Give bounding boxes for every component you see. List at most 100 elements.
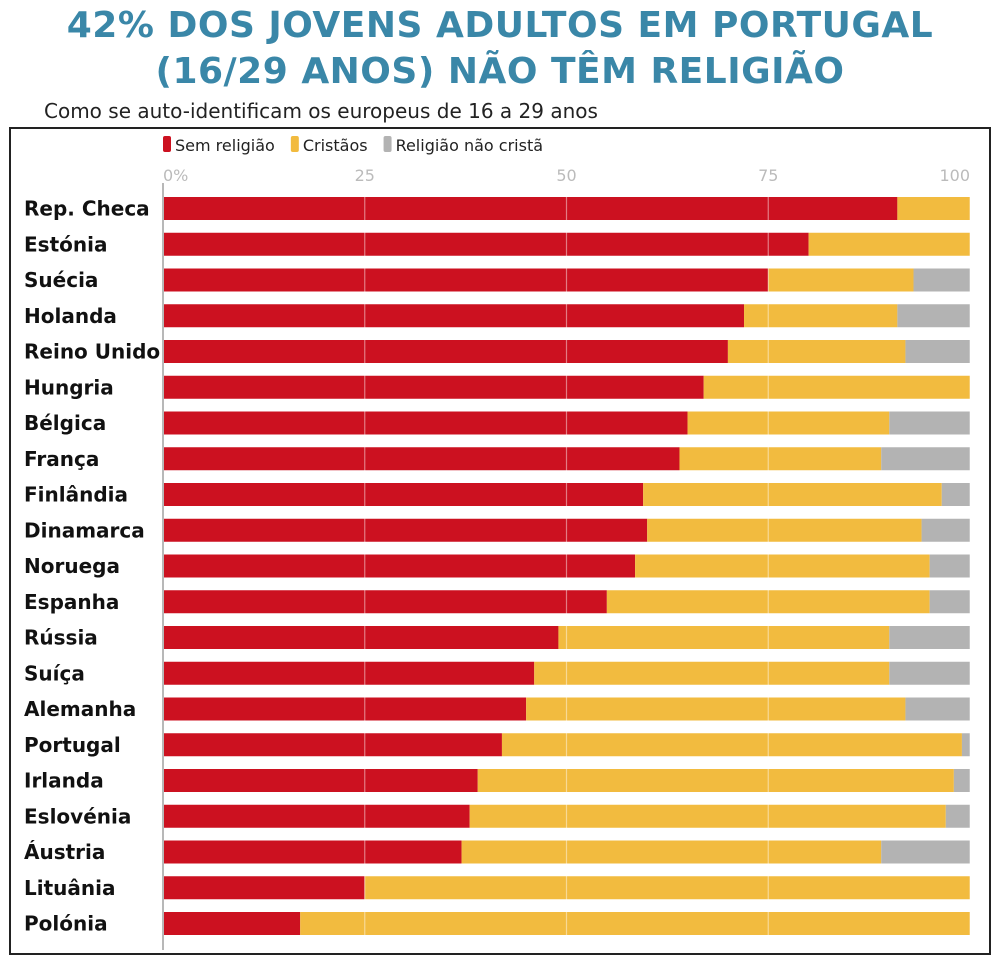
- bar-sem-religiao-9: [163, 518, 648, 542]
- bar-sem-religiao-0: [163, 197, 898, 220]
- x-tick-label: 50: [556, 166, 576, 185]
- category-label: Portugal: [24, 733, 121, 757]
- bar-sem-religiao-8: [163, 483, 644, 506]
- bar-cristaos-9: [647, 518, 922, 542]
- category-label: Áustria: [24, 840, 105, 864]
- bar-sem-religiao-10: [163, 554, 636, 578]
- category-label: Suécia: [24, 268, 98, 292]
- bar-cristaos-17: [469, 804, 946, 828]
- bar-sem-religiao-19: [163, 876, 365, 900]
- category-label: Polónia: [24, 912, 108, 936]
- bar-religiao-nao-crista-18: [881, 840, 970, 864]
- chart-subtitle: Como se auto-identificam os europeus de …: [44, 99, 598, 123]
- bar-religiao-nao-crista-3: [897, 304, 970, 328]
- bar-cristaos-18: [461, 840, 882, 864]
- legend-swatch-2: [383, 136, 392, 152]
- bar-sem-religiao-7: [163, 447, 680, 471]
- chart-title-line1: 42% DOS JOVENS ADULTOS EM PORTUGAL: [66, 5, 934, 46]
- bar-sem-religiao-6: [163, 411, 688, 435]
- legend-label: Sem religião: [175, 136, 275, 155]
- bar-sem-religiao-17: [163, 804, 470, 828]
- bar-cristaos-3: [744, 304, 898, 328]
- bar-religiao-nao-crista-14: [905, 697, 970, 721]
- x-tick-label: 75: [758, 166, 778, 185]
- bar-sem-religiao-3: [163, 304, 745, 328]
- category-label: Rep. Checa: [24, 197, 150, 221]
- category-label: Rússia: [24, 626, 98, 650]
- bar-religiao-nao-crista-15: [961, 733, 970, 757]
- x-axis-ticks: 0% 25 50 75 100: [163, 166, 970, 185]
- bar-sem-religiao-15: [163, 733, 502, 757]
- bar-religiao-nao-crista-10: [929, 554, 970, 578]
- bars: [163, 197, 970, 935]
- bar-religiao-nao-crista-11: [929, 590, 970, 614]
- bar-cristaos-1: [808, 232, 970, 256]
- bar-cristaos-16: [477, 769, 954, 792]
- bar-sem-religiao-13: [163, 661, 535, 685]
- category-label: Dinamarca: [24, 518, 145, 542]
- chart-frame: [9, 127, 991, 955]
- category-label: Noruega: [24, 554, 120, 578]
- bar-cristaos-11: [606, 590, 930, 614]
- bar-cristaos-4: [727, 340, 906, 363]
- bar-religiao-nao-crista-4: [905, 340, 970, 363]
- legend-label: Religião não cristã: [396, 136, 543, 155]
- bar-sem-religiao-18: [163, 840, 462, 864]
- bar-sem-religiao-12: [163, 626, 559, 649]
- bar-cristaos-10: [635, 554, 930, 578]
- bar-cristaos-12: [558, 626, 890, 649]
- bar-religiao-nao-crista-12: [889, 626, 970, 649]
- legend-label: Cristãos: [303, 136, 368, 155]
- legend-swatch-0: [163, 136, 171, 152]
- legend: Sem religião Cristãos Religião não cristã: [163, 136, 543, 155]
- chart-title-line2: (16/29 ANOS) NÃO TÊM RELIGIÃO: [155, 51, 845, 92]
- bar-sem-religiao-5: [163, 375, 704, 399]
- bar-religiao-nao-crista-8: [941, 483, 970, 506]
- bar-sem-religiao-16: [163, 769, 478, 792]
- bar-religiao-nao-crista-17: [945, 804, 970, 828]
- bar-sem-religiao-4: [163, 340, 728, 363]
- x-tick-label: 0%: [163, 166, 188, 185]
- bar-cristaos-8: [643, 483, 942, 506]
- category-label: Estónia: [24, 232, 107, 256]
- x-tick-label: 100: [939, 166, 970, 185]
- legend-swatch-1: [290, 136, 299, 152]
- category-label: França: [24, 447, 99, 471]
- bar-cristaos-5: [703, 375, 970, 399]
- bar-cristaos-6: [687, 411, 890, 435]
- bar-cristaos-19: [364, 876, 970, 900]
- category-label: Espanha: [24, 590, 119, 614]
- category-label: Lituânia: [24, 876, 115, 900]
- bar-cristaos-0: [897, 197, 970, 220]
- category-label: Finlândia: [24, 483, 128, 507]
- bar-religiao-nao-crista-6: [889, 411, 970, 435]
- bar-sem-religiao-20: [163, 912, 301, 935]
- bar-cristaos-14: [526, 697, 906, 721]
- category-label: Suíça: [24, 661, 85, 685]
- x-tick-label: 25: [355, 166, 375, 185]
- bar-religiao-nao-crista-16: [953, 769, 970, 792]
- bar-religiao-nao-crista-7: [881, 447, 970, 471]
- category-label: Holanda: [24, 304, 117, 328]
- bar-sem-religiao-1: [163, 232, 809, 256]
- bar-religiao-nao-crista-2: [913, 268, 970, 292]
- bar-cristaos-7: [679, 447, 882, 471]
- bar-sem-religiao-11: [163, 590, 607, 614]
- bar-religiao-nao-crista-13: [889, 661, 970, 685]
- category-label: Bélgica: [24, 411, 106, 435]
- category-label: Irlanda: [24, 769, 104, 793]
- gridlines: [162, 183, 971, 950]
- bar-cristaos-2: [768, 268, 914, 292]
- category-label: Reino Unido: [24, 340, 160, 364]
- category-label: Alemanha: [24, 697, 136, 721]
- bar-cristaos-15: [501, 733, 962, 757]
- bar-sem-religiao-2: [163, 268, 769, 292]
- category-labels: Rep. Checa Estónia Suécia Holanda Reino Unid…: [24, 197, 160, 936]
- bar-cristaos-13: [534, 661, 890, 685]
- category-label: Hungria: [24, 375, 114, 399]
- bar-religiao-nao-crista-9: [921, 518, 970, 542]
- bar-cristaos-20: [300, 912, 970, 935]
- category-label: Eslovénia: [24, 804, 131, 828]
- bar-sem-religiao-14: [163, 697, 527, 721]
